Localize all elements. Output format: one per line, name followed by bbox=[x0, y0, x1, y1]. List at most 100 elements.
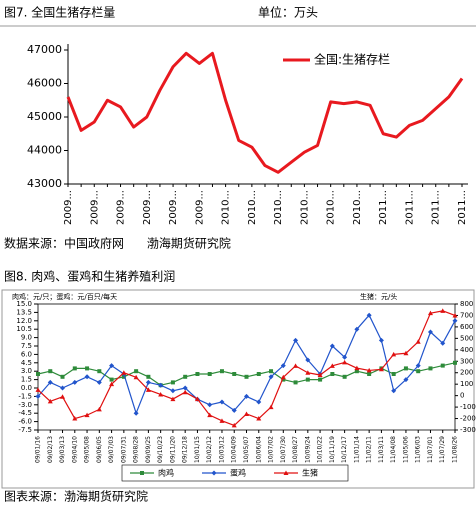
point bbox=[231, 407, 237, 413]
point bbox=[170, 388, 176, 394]
y-tick-label: 1.5 bbox=[21, 376, 32, 384]
point bbox=[416, 369, 421, 374]
point bbox=[183, 374, 188, 379]
x-tick-label: 09/08/28 bbox=[133, 436, 140, 463]
point bbox=[72, 416, 78, 421]
y-tick-label: 15.0 bbox=[16, 300, 32, 308]
y-tick-label: 3.0 bbox=[21, 367, 32, 375]
point bbox=[170, 396, 176, 402]
y2-tick-label: 800 bbox=[460, 300, 473, 308]
y-tick-label: -1.5 bbox=[18, 392, 32, 400]
point bbox=[453, 360, 457, 365]
point bbox=[366, 367, 372, 373]
point bbox=[133, 374, 139, 380]
y-tick-label: 45000 bbox=[27, 110, 62, 123]
x-tick-label: 2010... bbox=[221, 190, 232, 225]
chart-frame bbox=[1, 289, 475, 489]
x-tick-label: 11/04/08 bbox=[390, 436, 397, 463]
x-tick-label: 11/07/01 bbox=[427, 436, 434, 463]
point bbox=[354, 369, 359, 374]
x-tick-label: 11/07/29 bbox=[439, 436, 446, 463]
point bbox=[329, 363, 335, 368]
point bbox=[403, 366, 408, 371]
chart-title: 图8. 肉鸡、蛋鸡和生猪养殖利润 bbox=[4, 269, 175, 284]
x-tick-label: 2010... bbox=[352, 190, 363, 225]
point bbox=[256, 416, 262, 421]
point bbox=[452, 318, 458, 324]
point bbox=[145, 379, 151, 385]
x-tick-label: 2011... bbox=[457, 190, 468, 225]
x-tick-label: 10/07/02 bbox=[268, 436, 275, 463]
point bbox=[96, 406, 102, 412]
y2-tick-label: 200 bbox=[460, 369, 473, 377]
point bbox=[440, 308, 446, 313]
x-tick-label: 10/03/12 bbox=[218, 436, 225, 463]
point bbox=[415, 363, 421, 369]
point bbox=[133, 410, 139, 416]
x-tick-label: 10/08/27 bbox=[292, 436, 299, 463]
point bbox=[280, 363, 286, 369]
y-tick-label: 4.5 bbox=[21, 359, 32, 367]
x-tick-label: 09/05/08 bbox=[84, 436, 91, 463]
point bbox=[158, 382, 164, 388]
y-tick-label: 47000 bbox=[27, 43, 62, 56]
point bbox=[48, 369, 53, 374]
x-tick-label: 2011... bbox=[378, 190, 389, 225]
y-tick-label: 13.5 bbox=[16, 308, 32, 316]
point bbox=[207, 402, 213, 408]
point bbox=[84, 412, 90, 418]
point bbox=[269, 369, 274, 374]
y2-tick-label: 700 bbox=[460, 311, 473, 319]
point bbox=[207, 412, 213, 418]
point bbox=[244, 374, 249, 379]
point bbox=[158, 391, 164, 397]
point bbox=[378, 337, 384, 343]
point bbox=[403, 377, 409, 383]
point bbox=[391, 351, 397, 357]
point bbox=[85, 366, 90, 371]
y2-tick-label: 100 bbox=[460, 380, 473, 388]
point bbox=[305, 370, 311, 375]
point bbox=[60, 385, 66, 391]
point bbox=[440, 340, 446, 346]
y2-tick-label: 400 bbox=[460, 346, 473, 354]
x-tick-label: 10/02/12 bbox=[206, 436, 213, 463]
x-tick-label: 10/05/07 bbox=[243, 436, 250, 463]
unit-label: 单位：万头 bbox=[258, 5, 318, 20]
series-line bbox=[37, 310, 456, 427]
legend-box bbox=[121, 464, 349, 482]
series-line bbox=[66, 51, 464, 174]
point bbox=[109, 377, 114, 382]
point bbox=[60, 394, 66, 399]
point bbox=[35, 393, 41, 399]
point bbox=[194, 396, 200, 402]
x-tick-label: 11/06/03 bbox=[415, 436, 422, 463]
x-tick-label: 09/04/10 bbox=[71, 436, 78, 463]
y2-tick-label: 500 bbox=[460, 334, 473, 342]
y2-tick-label: -100 bbox=[460, 403, 476, 411]
point bbox=[354, 326, 360, 332]
point bbox=[182, 385, 188, 391]
x-tick-label: 2009... bbox=[116, 190, 127, 225]
x-tick-label: 10/07/30 bbox=[280, 436, 287, 463]
point bbox=[60, 374, 65, 379]
point bbox=[342, 359, 348, 365]
point bbox=[121, 370, 127, 375]
y2-axis-label: 生猪：元/头 bbox=[360, 292, 397, 301]
chart-title: 图7. 全国生猪存栏量 bbox=[4, 5, 115, 20]
point bbox=[428, 366, 433, 371]
point bbox=[36, 372, 40, 376]
x-tick-label: 2010... bbox=[247, 190, 258, 225]
point bbox=[342, 374, 347, 379]
point bbox=[72, 379, 78, 385]
point bbox=[305, 377, 310, 382]
x-tick-label: 10/04/09 bbox=[231, 436, 238, 463]
point bbox=[232, 372, 237, 376]
point bbox=[256, 399, 262, 405]
x-tick-label: 11/02/11 bbox=[366, 436, 373, 463]
point bbox=[452, 312, 458, 318]
y-tick-label: 10.5 bbox=[16, 325, 32, 333]
y-tick-label: 6.0 bbox=[21, 350, 32, 358]
point bbox=[97, 369, 102, 374]
legend-label: 肉鸡 bbox=[158, 468, 174, 478]
